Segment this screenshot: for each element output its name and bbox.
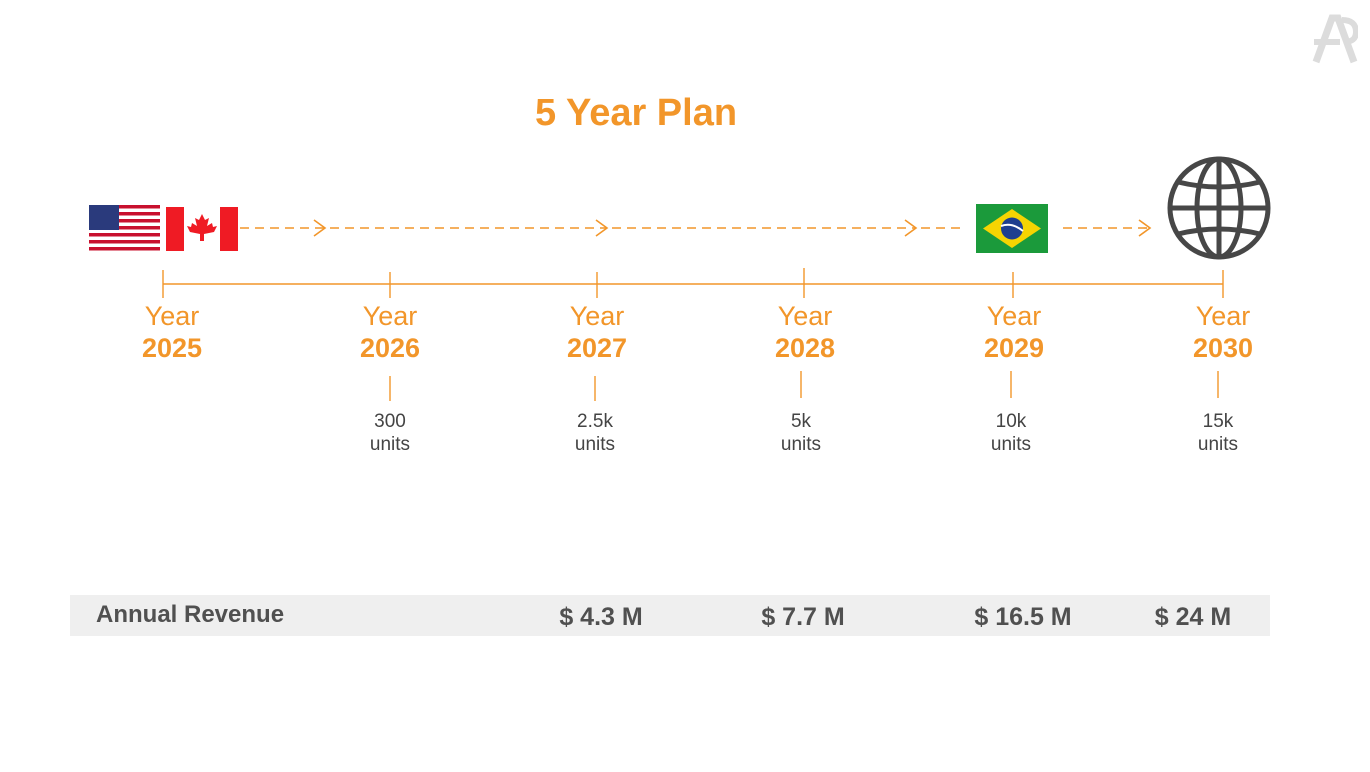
year-number: 2029 — [983, 333, 1045, 363]
units-2026: 300 units — [330, 410, 450, 456]
year-number: 2027 — [566, 333, 628, 363]
canada-flag-icon — [166, 207, 238, 251]
units-value: 2.5k — [577, 411, 613, 432]
unit-connectors — [389, 371, 1219, 401]
logo-icon — [1312, 14, 1358, 64]
units-value: 10k — [995, 411, 1027, 432]
year-2026: Year 2026 — [320, 300, 460, 364]
timeline-graphic — [89, 156, 1271, 298]
brazil-flag-icon — [976, 204, 1048, 253]
revenue-2028: $ 7.7 M — [761, 603, 845, 631]
revenue-label: Annual Revenue — [96, 601, 285, 628]
us-flag-icon — [89, 205, 160, 251]
year-label: Year — [986, 301, 1042, 331]
globe-icon — [1167, 156, 1271, 260]
year-2030: Year 2030 — [1153, 300, 1293, 364]
page-title: 5 Year Plan — [534, 92, 738, 134]
timeline-axis — [162, 268, 1224, 298]
year-label: Year — [777, 301, 833, 331]
year-label: Year — [1195, 301, 1251, 331]
year-number: 2025 — [141, 333, 203, 363]
revenue-2027: $ 4.3 M — [559, 603, 643, 631]
units-2030: 15k units — [1158, 410, 1278, 456]
year-2028: Year 2028 — [735, 300, 875, 364]
year-number: 2026 — [359, 333, 421, 363]
year-2029: Year 2029 — [944, 300, 1084, 364]
units-2029: 10k units — [951, 410, 1071, 456]
units-label: units — [369, 434, 411, 455]
units-2028: 5k units — [741, 410, 861, 456]
units-label: units — [990, 434, 1032, 455]
units-label: units — [1197, 434, 1239, 455]
year-number: 2030 — [1192, 333, 1254, 363]
revenue-band — [70, 595, 1270, 636]
year-label: Year — [144, 301, 200, 331]
year-number: 2028 — [774, 333, 836, 363]
progress-arrows — [240, 219, 1152, 237]
year-label: Year — [569, 301, 625, 331]
units-value: 15k — [1202, 411, 1234, 432]
revenue-2029: $ 16.5 M — [974, 603, 1072, 631]
units-2027: 2.5k units — [535, 410, 655, 456]
units-value: 300 — [374, 411, 406, 432]
units-label: units — [780, 434, 822, 455]
units-value: 5k — [790, 411, 812, 432]
revenue-2030: $ 24 M — [1154, 603, 1232, 631]
year-2027: Year 2027 — [527, 300, 667, 364]
year-2025: Year 2025 — [102, 300, 242, 364]
units-label: units — [574, 434, 616, 455]
year-label: Year — [362, 301, 418, 331]
